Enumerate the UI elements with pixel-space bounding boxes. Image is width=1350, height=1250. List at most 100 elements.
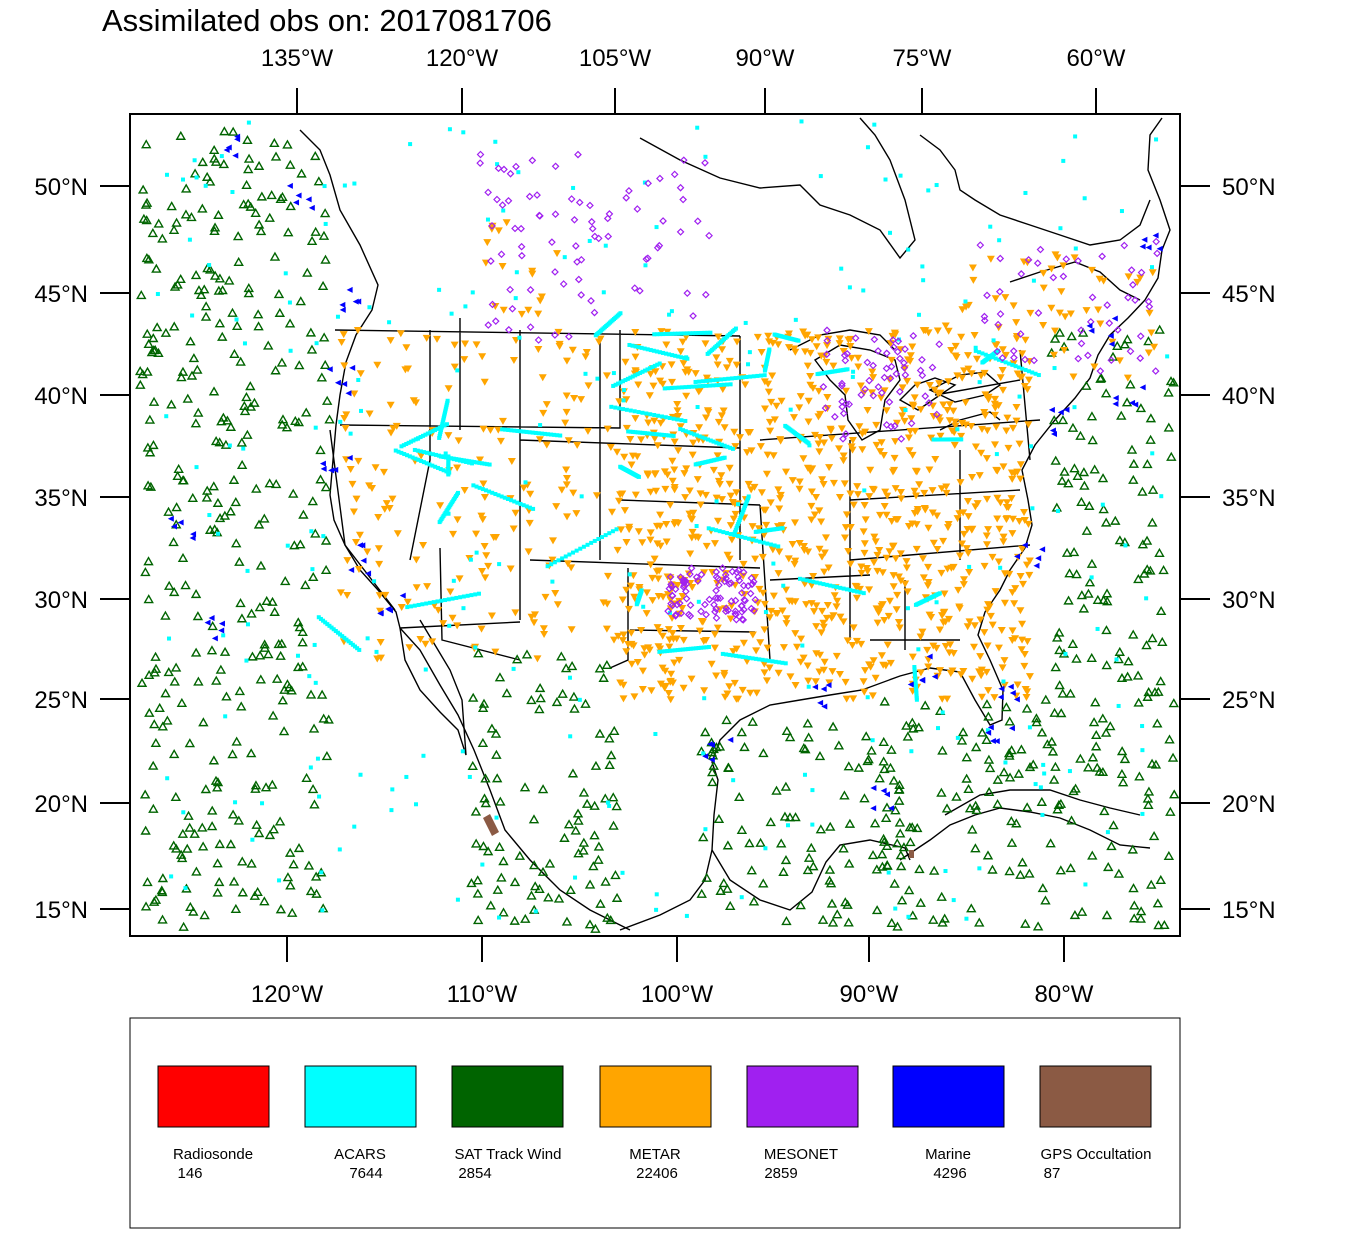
metar-obs bbox=[642, 610, 651, 618]
sat-wind-obs bbox=[317, 280, 329, 290]
metar-obs bbox=[422, 334, 431, 342]
acars-obs bbox=[421, 433, 426, 438]
metar-obs bbox=[806, 381, 815, 389]
acars-obs bbox=[424, 601, 429, 606]
metar-obs bbox=[924, 578, 933, 586]
legend-count: 2859 bbox=[764, 1165, 797, 1182]
sat-wind-obs bbox=[1122, 671, 1133, 681]
mesonet-obs bbox=[672, 610, 680, 619]
metar-obs bbox=[991, 395, 1000, 403]
metar-obs bbox=[622, 396, 631, 404]
metar-obs bbox=[784, 555, 793, 563]
sat-wind-obs bbox=[886, 917, 897, 927]
sat-wind-obs bbox=[209, 222, 221, 232]
metar-obs bbox=[766, 427, 775, 435]
metar-obs bbox=[980, 562, 989, 570]
metar-obs bbox=[723, 551, 732, 559]
sat-wind-obs bbox=[241, 391, 252, 402]
sat-wind-obs bbox=[866, 745, 877, 755]
metar-obs bbox=[858, 446, 867, 454]
sat-wind-obs bbox=[175, 273, 186, 284]
metar-obs bbox=[799, 455, 808, 463]
sat-wind-obs bbox=[568, 691, 580, 701]
acars-obs bbox=[320, 908, 325, 913]
metar-obs bbox=[703, 407, 712, 415]
mesonet-obs bbox=[702, 610, 710, 619]
acars-obs bbox=[607, 531, 612, 536]
metar-obs bbox=[947, 347, 956, 355]
metar-obs bbox=[658, 664, 667, 672]
sat-wind-obs bbox=[784, 732, 796, 742]
sat-wind-obs bbox=[154, 702, 165, 712]
acars-obs bbox=[657, 361, 662, 366]
metar-obs bbox=[842, 695, 851, 703]
metar-obs bbox=[595, 338, 604, 346]
mesonet-obs bbox=[921, 392, 930, 400]
acars-obs bbox=[577, 697, 582, 702]
metar-obs bbox=[854, 354, 863, 362]
sat-wind-obs bbox=[981, 699, 993, 709]
metar-obs bbox=[428, 638, 437, 646]
sat-wind-obs bbox=[722, 840, 734, 850]
mesonet-obs bbox=[892, 369, 901, 378]
sat-wind-obs bbox=[171, 217, 182, 227]
marine-obs bbox=[1141, 236, 1148, 243]
acars-obs bbox=[1030, 506, 1035, 511]
sat-wind-obs bbox=[319, 208, 331, 218]
acars-obs bbox=[708, 378, 713, 383]
sat-wind-obs bbox=[254, 650, 266, 660]
acars-obs bbox=[772, 543, 777, 548]
sat-wind-obs bbox=[168, 840, 179, 850]
sat-wind-obs bbox=[140, 199, 152, 209]
sat-wind-obs bbox=[157, 886, 168, 897]
metar-obs bbox=[713, 624, 722, 632]
sat-wind-obs bbox=[992, 799, 1003, 809]
mesonet-obs bbox=[476, 150, 485, 159]
mesonet-obs bbox=[1098, 252, 1106, 261]
metar-obs bbox=[878, 569, 887, 577]
acars-obs bbox=[640, 410, 645, 415]
acars-obs bbox=[1023, 190, 1028, 195]
marine-obs bbox=[1035, 555, 1042, 562]
sat-wind-obs bbox=[297, 661, 308, 671]
acars-obs bbox=[688, 646, 693, 651]
acars-obs bbox=[704, 645, 709, 650]
metar-obs bbox=[957, 432, 966, 440]
metar-obs bbox=[993, 494, 1002, 502]
acars-obs bbox=[705, 330, 710, 335]
sat-wind-obs bbox=[1055, 798, 1067, 808]
mesonet-obs bbox=[633, 205, 642, 213]
metar-obs bbox=[804, 397, 813, 405]
metar-obs bbox=[663, 471, 672, 479]
metar-obs bbox=[990, 694, 999, 702]
acars-obs bbox=[802, 772, 807, 777]
metar-obs bbox=[865, 661, 874, 669]
metar-obs bbox=[954, 586, 963, 594]
acars-obs bbox=[636, 345, 641, 350]
mesonet-obs bbox=[831, 412, 839, 421]
metar-obs bbox=[1024, 421, 1033, 429]
metar-obs bbox=[409, 397, 418, 405]
sat-wind-obs bbox=[137, 184, 149, 194]
gps-occultation-obs bbox=[483, 814, 499, 836]
metar-obs bbox=[656, 542, 665, 550]
sat-wind-obs bbox=[936, 787, 947, 797]
metar-obs bbox=[1016, 572, 1025, 580]
metar-obs bbox=[861, 428, 870, 436]
metar-obs bbox=[906, 357, 915, 365]
metar-obs bbox=[812, 493, 821, 501]
metar-obs bbox=[673, 401, 682, 409]
acars-obs bbox=[446, 511, 451, 516]
acars-obs bbox=[750, 656, 755, 661]
mesonet-obs bbox=[897, 435, 906, 443]
sat-wind-obs bbox=[501, 688, 513, 698]
metar-obs bbox=[1026, 309, 1035, 317]
metar-obs bbox=[777, 522, 786, 530]
acars-obs bbox=[793, 317, 798, 322]
metar-obs bbox=[653, 442, 662, 450]
sat-wind-obs bbox=[1087, 435, 1098, 445]
metar-obs bbox=[993, 515, 1002, 523]
mesonet-obs bbox=[842, 430, 850, 438]
mesonet-obs bbox=[518, 251, 526, 260]
mesonet-obs bbox=[861, 385, 869, 394]
